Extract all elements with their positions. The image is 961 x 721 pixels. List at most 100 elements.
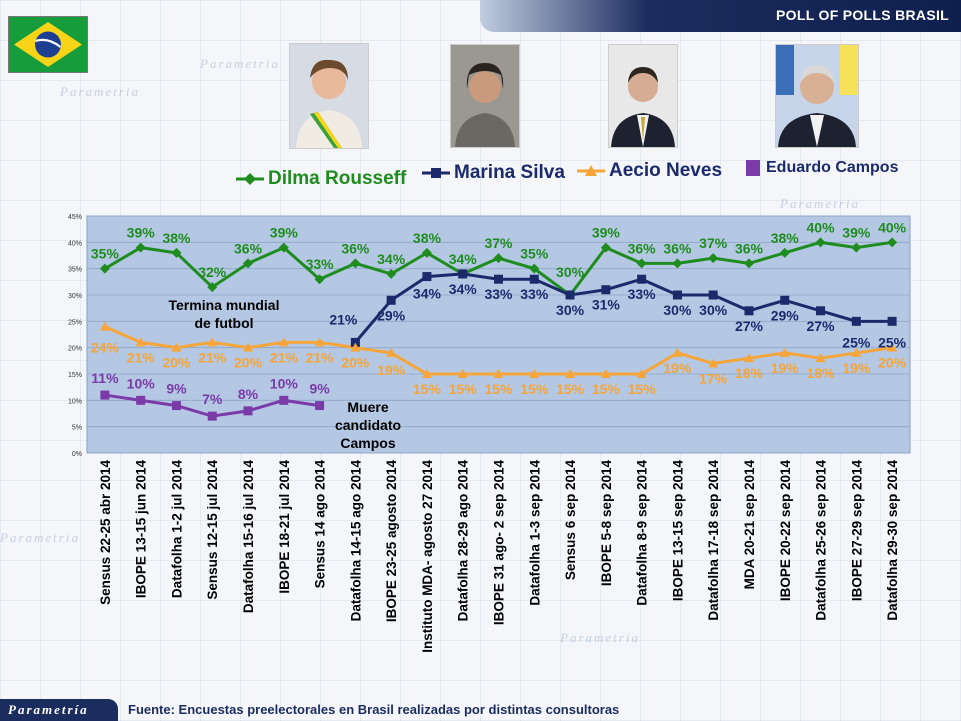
legend-triangle-icon: [577, 165, 605, 176]
data-point: [386, 268, 397, 279]
x-tick-label: Datafolha 25-26 sep 2014: [814, 460, 829, 621]
x-tick-label: IBOPE 13-15 sep 2014: [670, 460, 685, 602]
data-point: [636, 369, 647, 378]
data-point: [743, 353, 754, 363]
legend-square-icon: [746, 160, 760, 176]
x-tick-label: IBOPE 20-22 sep 2014: [778, 460, 793, 602]
x-axis-ticks: Sensus 22-25 abr 2014 IBOPE 13-15 jun 201…: [98, 460, 900, 653]
data-point: [851, 347, 862, 357]
legend-label: Aecio Neves: [609, 160, 723, 181]
source-note: Fuente: Encuestas preelectorales en Bras…: [128, 702, 620, 717]
data-point: [315, 401, 325, 411]
data-label: 21%: [198, 349, 227, 365]
y-tick-label: 10%: [68, 398, 82, 405]
data-point: [743, 258, 754, 269]
legend-label: Dilma Rousseff: [268, 168, 407, 189]
data-point: [136, 395, 146, 405]
footer: Parametría Fuente: Encuestas preelectora…: [0, 699, 961, 721]
data-point: [672, 290, 682, 300]
data-point: [458, 269, 468, 279]
data-label: 24%: [91, 340, 120, 356]
data-label: 40%: [878, 219, 907, 235]
x-tick-label: Datafolha 1-2 jul 2014: [169, 460, 184, 599]
data-label: 20%: [162, 355, 191, 371]
x-tick-label: Datafolha 14-15 ago 2014: [348, 460, 363, 622]
x-tick-label: Datafolha 28-29 ago 2014: [456, 460, 471, 622]
x-tick-label: IBOPE 13-15 jun 2014: [134, 460, 149, 599]
data-point: [708, 290, 718, 300]
data-label: 11%: [91, 370, 119, 386]
data-label: 15%: [413, 381, 442, 397]
data-point: [529, 263, 540, 274]
x-tick-label: IBOPE 18-21 jul 2014: [277, 460, 292, 594]
x-tick-label: IBOPE 27-29 sep 2014: [849, 460, 864, 602]
data-point: [637, 274, 647, 284]
brand-logo: Parametría: [0, 699, 118, 721]
x-tick-label: Datafolha 15-16 jul 2014: [241, 460, 256, 614]
data-label: 21%: [127, 349, 156, 365]
data-point: [851, 242, 862, 253]
data-label: 30%: [556, 302, 585, 318]
data-point: [278, 337, 289, 347]
annotation-campos-death: Muere candidato Campos: [328, 398, 408, 452]
data-point: [601, 285, 611, 295]
data-point: [421, 369, 432, 378]
y-tick-label: 15%: [68, 372, 82, 379]
data-point: [851, 316, 861, 326]
data-point: [350, 342, 361, 352]
watermark: Parametria: [200, 56, 280, 71]
data-label: 19%: [771, 360, 800, 376]
data-label: 19%: [842, 360, 871, 376]
data-label: 36%: [341, 240, 370, 256]
data-label: 29%: [771, 307, 800, 323]
data-label: 20%: [878, 355, 907, 371]
data-point: [457, 369, 468, 378]
data-label: 15%: [556, 381, 585, 397]
page-title: POLL OF POLLS BRASIL: [776, 7, 949, 23]
data-point: [171, 342, 182, 352]
watermark: Parametria: [0, 530, 80, 545]
data-label: 33%: [306, 256, 335, 272]
watermark: Parametria: [60, 84, 140, 99]
x-tick-label: IBOPE 31 ago- 2 sep 2014: [492, 460, 507, 626]
data-label: 18%: [735, 365, 764, 381]
watermark: Parametria: [560, 630, 640, 645]
data-label: 15%: [628, 381, 657, 397]
annotation-line: Termina mundial: [168, 297, 280, 313]
data-label: 7%: [202, 391, 223, 407]
annotation-line: Muere: [347, 399, 389, 415]
data-label: 39%: [127, 225, 156, 241]
data-point: [600, 369, 611, 378]
y-gridlines: [87, 215, 910, 454]
data-point: [207, 282, 218, 293]
legend-diamond-icon: [236, 173, 264, 185]
data-label: 32%: [198, 264, 227, 280]
data-label: 27%: [807, 318, 836, 334]
x-tick-label: Sensus 12-15 jul 2014: [205, 460, 220, 600]
data-point: [636, 258, 647, 269]
data-point: [494, 274, 503, 284]
annotation-line: de futbol: [194, 315, 254, 331]
y-tick-label: 30%: [68, 293, 82, 300]
data-point: [135, 242, 146, 253]
legend-square-icon: [422, 168, 450, 178]
data-point: [279, 395, 289, 405]
data-point: [887, 237, 898, 248]
watermark: Parametria: [780, 196, 860, 211]
data-label: 25%: [878, 334, 907, 350]
legend-marina: Marina Silva: [422, 162, 565, 184]
data-point: [99, 321, 110, 331]
data-point: [314, 274, 325, 285]
data-label: 19%: [377, 362, 406, 378]
data-label: 35%: [520, 246, 549, 262]
x-tick-label: Sensus 22-25 abr 2014: [98, 460, 113, 605]
data-label: 34%: [449, 281, 478, 297]
data-label: 18%: [807, 365, 836, 381]
data-label: 15%: [449, 381, 478, 397]
data-label: 9%: [309, 381, 330, 397]
data-point: [779, 347, 790, 357]
data-label: 31%: [592, 297, 621, 313]
annotation-line: candidato: [334, 417, 402, 433]
x-tick-label: MDA 20-21 sep 2014: [742, 460, 757, 590]
data-label: 36%: [735, 240, 764, 256]
